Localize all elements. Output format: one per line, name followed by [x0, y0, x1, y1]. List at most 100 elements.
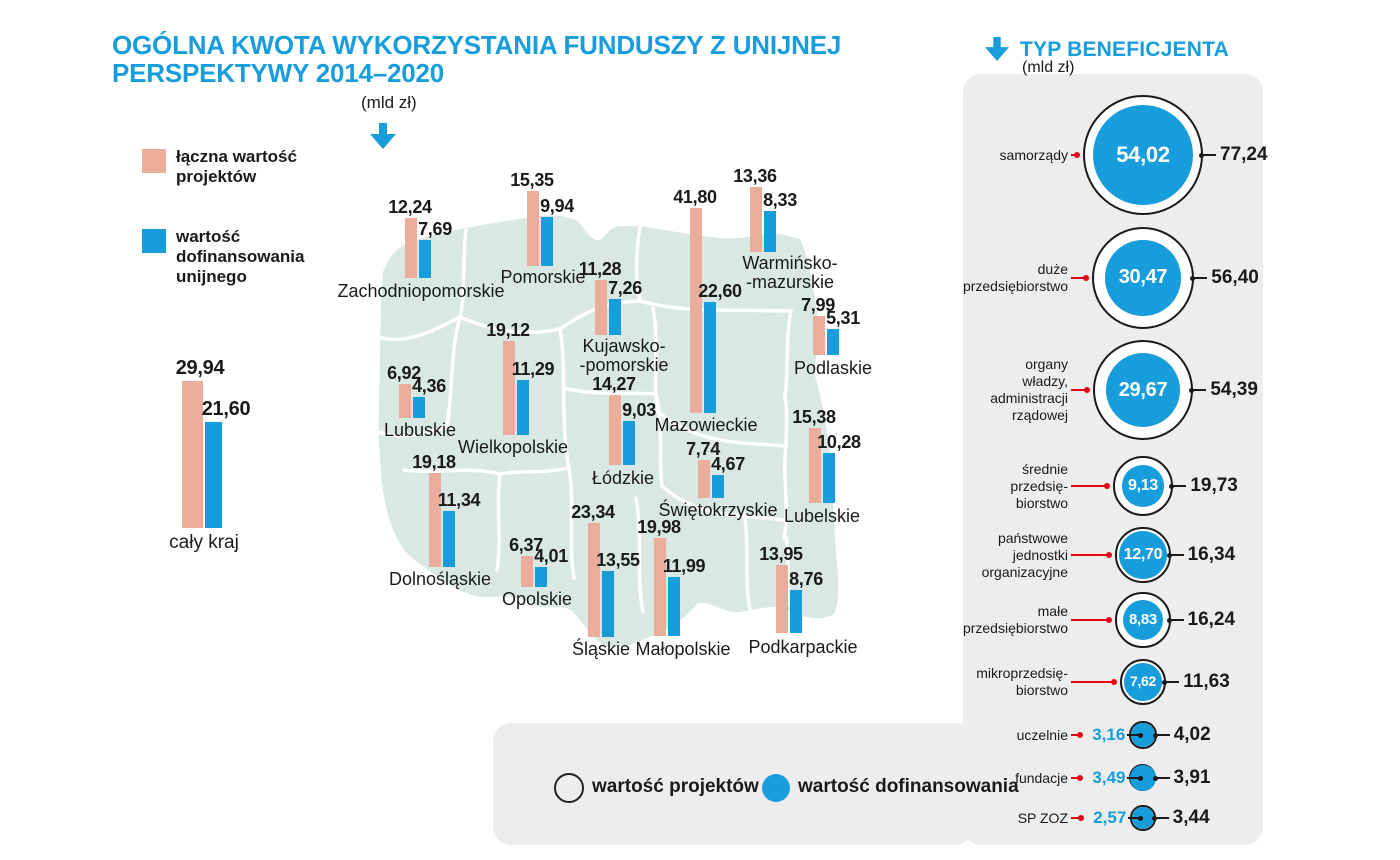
beneficiary-unit-label: (mld zł) — [1022, 59, 1075, 76]
region-label: Podlaskie — [793, 358, 873, 378]
beneficiary-label: państwowe jednostki organizacyjne — [981, 529, 1068, 580]
funding-value: 8,83 — [1128, 610, 1157, 628]
projects-value: 77,24 — [1220, 144, 1268, 165]
page-title-line2: PERSPEKTYWY 2014–2020 — [112, 58, 445, 88]
funding-value: 3,49 — [1092, 768, 1126, 787]
legend-label-total: łączna wartość projektów — [176, 147, 297, 186]
funding-circle-icon — [762, 774, 790, 802]
region-total-value: 6,92 — [387, 363, 421, 384]
label-connector-dot — [1106, 552, 1113, 558]
projects-connector-line — [1194, 277, 1208, 279]
region-eu-value: 9,94 — [540, 196, 574, 217]
label-connector-line — [1071, 777, 1080, 779]
region-label: Świętokrzyskie — [658, 500, 778, 520]
funding-value: 9,13 — [1128, 477, 1158, 495]
projects-edge-dot — [1190, 275, 1196, 281]
region-label: Dolnośląskie — [388, 569, 492, 589]
projects-edge-dot — [1162, 679, 1168, 685]
beneficiary-label: uczelnie — [1016, 726, 1068, 743]
projects-connector-line — [1156, 734, 1170, 736]
poland-outline — [378, 215, 839, 648]
beneficiary-label: duże przedsiębiorstwo — [962, 261, 1068, 294]
region-total-bar — [690, 208, 702, 413]
country-total-bar — [182, 381, 203, 528]
label-connector-dot — [1083, 387, 1090, 393]
region-eu-bar — [668, 577, 680, 636]
projects-connector-line — [1170, 619, 1184, 621]
region-eu-value: 22,60 — [698, 281, 742, 302]
region-total-bar — [588, 522, 600, 637]
region-total-value: 6,37 — [509, 534, 543, 555]
funding-inner-circle — [1092, 104, 1194, 206]
region-eu-value: 4,67 — [711, 454, 745, 475]
region-total-bar — [405, 218, 417, 278]
region-total-value: 13,36 — [733, 165, 777, 186]
projects-edge-dot — [1151, 815, 1157, 821]
region-total-bar — [809, 427, 821, 503]
region-label: Śląskie — [571, 639, 631, 659]
region-eu-bar — [823, 452, 835, 503]
down-arrow-icon — [370, 123, 396, 149]
region-label: Małopolskie — [635, 639, 731, 659]
funding-inner-circle — [1118, 530, 1168, 580]
region-eu-value: 4,36 — [412, 375, 446, 396]
projects-value: 3,91 — [1173, 767, 1211, 788]
region-eu-bar — [413, 396, 425, 418]
region-eu-bar — [602, 570, 614, 637]
map-unit-label: (mld zł) — [361, 93, 417, 112]
label-connector-dot — [1078, 815, 1085, 821]
down-arrow-icon — [985, 37, 1009, 61]
region-eu-bar — [704, 302, 716, 413]
region-label: Kujawsko- -pomorskie — [579, 336, 669, 375]
region-label: Lubelskie — [783, 506, 861, 526]
funding-value: 2,57 — [1093, 808, 1127, 827]
funding-inner-circle — [1105, 352, 1181, 428]
region-eu-value: 8,33 — [763, 190, 797, 211]
region-eu-value: 7,69 — [418, 219, 452, 240]
region-total-value: 19,98 — [637, 517, 681, 538]
region-total-value: 11,28 — [578, 258, 622, 279]
projects-value: 3,44 — [1172, 807, 1210, 828]
beneficiary-label: SP ZOZ — [1017, 809, 1068, 826]
region-total-bar — [750, 186, 762, 252]
beneficiary-label: samorządy — [999, 146, 1068, 163]
region-total-value: 7,99 — [801, 294, 835, 315]
region-eu-value: 11,34 — [437, 490, 481, 511]
label-connector-dot — [1077, 732, 1084, 738]
projects-edge-dot — [1189, 387, 1195, 393]
funding-value: 30,47 — [1118, 266, 1168, 289]
projects-connector-line — [1156, 777, 1170, 779]
region-eu-bar — [609, 299, 621, 335]
beneficiary-label: mikroprzedsię- biorstwo — [976, 665, 1068, 698]
projects-value: 11,63 — [1183, 671, 1230, 692]
region-total-bar — [503, 341, 515, 435]
projects-connector-line — [1203, 154, 1217, 156]
label-connector-line — [1071, 817, 1081, 819]
legend-swatch-eu — [142, 229, 166, 253]
projects-value: 54,39 — [1210, 379, 1258, 400]
label-connector-dot — [1103, 483, 1110, 489]
projects-edge-dot — [1152, 732, 1158, 738]
region-label: Mazowieckie — [654, 415, 758, 435]
projects-edge-dot — [1152, 775, 1158, 781]
region-eu-bar — [623, 420, 635, 465]
region-eu-bar — [535, 567, 547, 587]
label-connector-dot — [1077, 775, 1084, 781]
funding-value: 12,70 — [1123, 545, 1163, 563]
region-total-bar — [399, 384, 411, 418]
region-total-bar — [813, 315, 825, 355]
projects-connector-line — [1193, 389, 1207, 391]
label-connector-dot — [1110, 679, 1117, 685]
projects-edge-dot — [1166, 617, 1172, 623]
region-eu-bar — [443, 511, 455, 567]
label-connector-dot — [1082, 275, 1089, 281]
label-connector-line — [1071, 389, 1086, 391]
funding-inner-circle — [1122, 599, 1164, 641]
region-eu-value: 4,01 — [534, 546, 568, 567]
country-eu-value: 21,60 — [201, 398, 251, 421]
region-eu-value: 10,28 — [817, 431, 861, 452]
region-total-value: 15,38 — [792, 406, 836, 427]
region-eu-bar — [790, 590, 802, 633]
projects-edge-dot — [1166, 552, 1172, 558]
